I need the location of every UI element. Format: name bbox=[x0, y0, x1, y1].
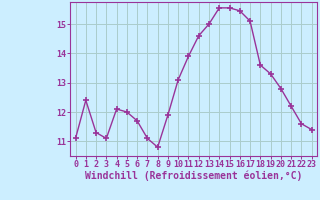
X-axis label: Windchill (Refroidissement éolien,°C): Windchill (Refroidissement éolien,°C) bbox=[85, 171, 302, 181]
